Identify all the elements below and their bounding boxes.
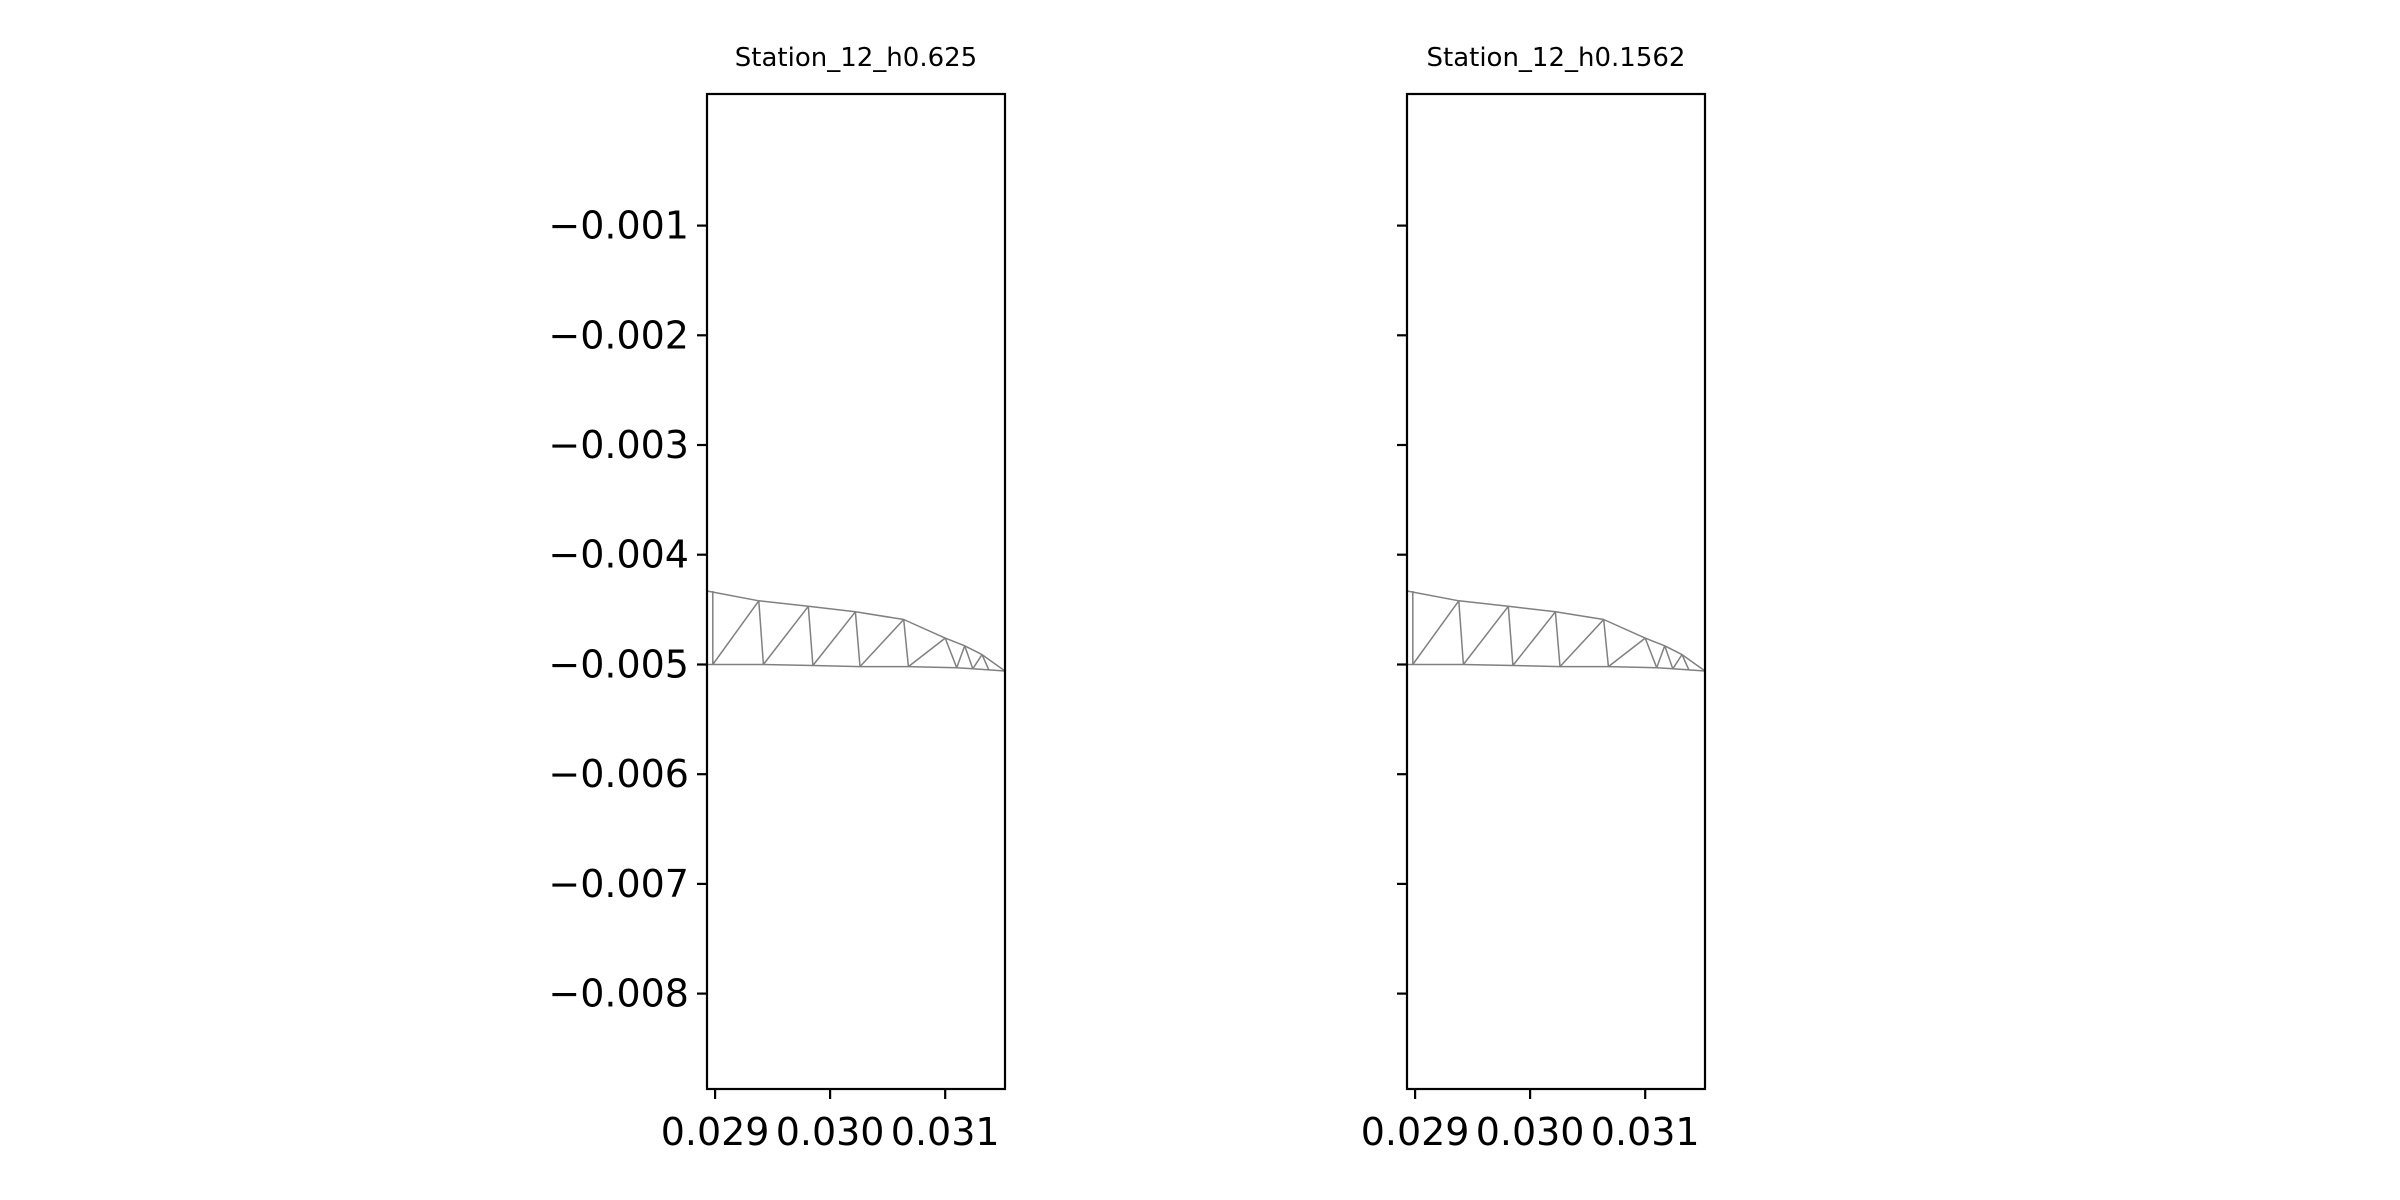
mesh-edge [1462, 605, 1509, 665]
x-tick-label: 0.029 [661, 1110, 770, 1154]
mesh-edge [1602, 619, 1610, 667]
x-axis: 0.029 0.030 0.031 [1361, 1089, 1700, 1154]
mesh-edge [1655, 645, 1666, 668]
y-tick-label: −0.002 [548, 313, 689, 357]
x-tick-label: 0.030 [1476, 1110, 1585, 1154]
mesh-edge [854, 611, 861, 667]
axes-frame [1405, 92, 1707, 1091]
panel-right: Station_12_h0.1562 0.029 0.030 0.031 [1361, 43, 1707, 1154]
mesh-edge [1672, 654, 1683, 670]
mesh-edge [859, 618, 905, 668]
mesh-edge [963, 645, 974, 670]
y-axis [1397, 224, 1407, 995]
x-tick-label: 0.031 [1591, 1110, 1700, 1154]
y-tick-label: −0.007 [548, 862, 689, 906]
mesh-lines [706, 590, 1006, 672]
y-tick-label: −0.008 [548, 972, 689, 1016]
mesh-edge [1458, 600, 1465, 665]
mesh-edge [1554, 611, 1561, 667]
mesh-bottom-edge [707, 663, 1006, 672]
x-axis: 0.029 0.030 0.031 [661, 1089, 1000, 1154]
x-tick-label: 0.030 [776, 1110, 885, 1154]
y-tick-label: −0.005 [548, 643, 689, 687]
mesh-edge [1559, 618, 1605, 668]
mesh-edge [955, 645, 966, 668]
mesh-edge [944, 637, 958, 668]
mesh-edge [1507, 606, 1514, 666]
panel-title: Station_12_h0.1562 [1427, 43, 1686, 73]
mesh-edge [1681, 654, 1690, 671]
mesh-edge [907, 637, 946, 668]
y-tick-label: −0.004 [548, 533, 689, 577]
y-tick-label: −0.006 [548, 752, 689, 796]
mesh-edge [812, 611, 856, 666]
mesh-edge [1412, 600, 1460, 665]
mesh-edge [902, 619, 910, 667]
mesh-edge [1607, 637, 1646, 668]
mesh-edge [1663, 645, 1674, 670]
mesh-edge [1644, 637, 1658, 668]
mesh-edge [807, 606, 814, 666]
y-axis: −0.001 −0.002 −0.003 −0.004 −0.005 −0.006 −0.0… [548, 204, 707, 1016]
mesh-lines [1406, 590, 1706, 672]
mesh-edge [758, 600, 765, 665]
x-tick-label: 0.031 [891, 1110, 1000, 1154]
mesh-edge [1512, 611, 1556, 666]
mesh-edge [712, 600, 760, 665]
panel-title: Station_12_h0.625 [735, 43, 977, 73]
x-tick-label: 0.029 [1361, 1110, 1470, 1154]
panel-left: Station_12_h0.625 −0.001−0.002−0.003−0.0… [548, 43, 1007, 1154]
y-tick-label: −0.001 [548, 204, 689, 248]
mesh-edge [981, 654, 990, 671]
mesh-edge [972, 654, 983, 670]
y-tick-label: −0.003 [548, 423, 689, 467]
axes-frame [705, 92, 1007, 1091]
mesh-edge [762, 605, 809, 665]
mesh-bottom-edge [1407, 663, 1706, 672]
